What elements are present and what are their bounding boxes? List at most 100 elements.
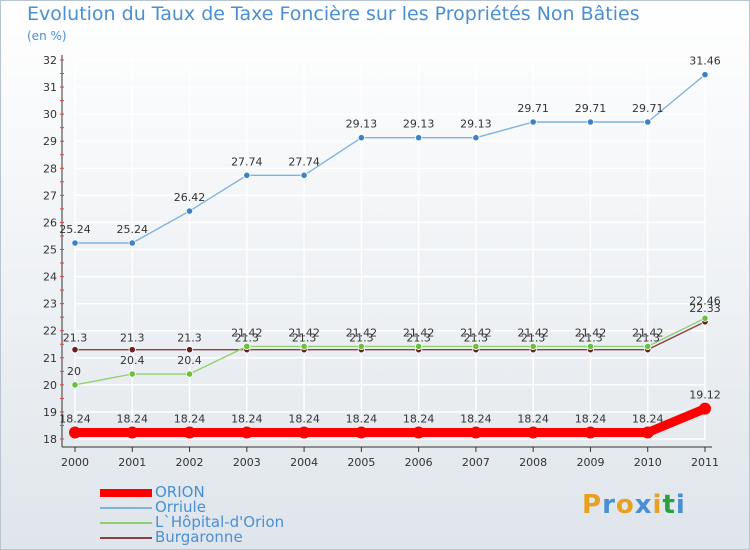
legend-item-orion: ORION bbox=[100, 485, 284, 500]
data-label-orion: 18.24 bbox=[346, 413, 378, 426]
series-line-orriule bbox=[74, 73, 706, 244]
data-label-orriule: 29.71 bbox=[632, 102, 664, 115]
data-label-l-h-pital-d-orion: 21.42 bbox=[403, 326, 435, 339]
legend-item-burgaronne: Burgaronne bbox=[100, 530, 284, 545]
data-point-orriule bbox=[71, 239, 79, 247]
x-tick-label: 2010 bbox=[634, 456, 662, 469]
y-tick-label: 26 bbox=[43, 216, 57, 229]
data-point-orriule bbox=[472, 134, 480, 142]
data-label-orion: 18.24 bbox=[288, 413, 320, 426]
data-label-l-h-pital-d-orion: 20.4 bbox=[177, 354, 202, 367]
labels-layer: 18.24 18.24 18.24 18.24 18.24 18.24 18.24 18.24… bbox=[59, 55, 721, 426]
data-label-orriule: 29.13 bbox=[403, 118, 435, 131]
data-label-orriule: 27.74 bbox=[288, 155, 320, 168]
y-tick-label: 21 bbox=[43, 352, 57, 365]
series-line-l-h-pital-d-orion bbox=[74, 317, 706, 386]
data-label-orriule: 25.24 bbox=[117, 223, 149, 236]
x-tick-label: 2009 bbox=[576, 456, 604, 469]
data-point-burgaronne bbox=[128, 346, 136, 354]
legend-swatch-burgaronne bbox=[100, 536, 152, 539]
data-point-orriule bbox=[415, 134, 423, 142]
data-label-orion: 18.24 bbox=[517, 413, 549, 426]
data-point-l-h-pital-d-orion bbox=[71, 381, 79, 389]
legend-label-burgaronne: Burgaronne bbox=[155, 528, 243, 546]
data-point-l-h-pital-d-orion bbox=[529, 342, 537, 351]
data-label-orriule: 27.74 bbox=[231, 155, 263, 168]
grid bbox=[74, 59, 706, 440]
x-tick-label: 2005 bbox=[347, 456, 375, 469]
legend-item-orriule: Orriule bbox=[100, 500, 284, 515]
data-point-orion bbox=[641, 426, 654, 439]
data-label-orion: 18.24 bbox=[632, 413, 664, 426]
legend-swatch-orion bbox=[100, 488, 152, 497]
data-point-burgaronne bbox=[71, 346, 79, 354]
legend-label-orriule: Orriule bbox=[155, 498, 206, 516]
chart-title: Evolution du Taux de Taxe Foncière sur l… bbox=[27, 3, 640, 25]
axes: 18 19 20 21 22 23 24 25 26 27 28 29 30 31 32 2000 2001 20… bbox=[43, 54, 719, 469]
data-label-burgaronne: 21.3 bbox=[63, 332, 88, 345]
series-layer bbox=[69, 71, 711, 439]
data-label-orriule: 29.13 bbox=[460, 118, 492, 131]
series-line-burgaronne bbox=[74, 321, 706, 351]
x-tick-label: 2002 bbox=[176, 456, 204, 469]
data-point-orriule bbox=[128, 239, 136, 247]
data-label-l-h-pital-d-orion: 21.42 bbox=[517, 326, 549, 339]
data-label-orriule: 29.13 bbox=[346, 118, 378, 131]
data-label-burgaronne: 21.3 bbox=[235, 332, 260, 345]
data-point-orriule bbox=[586, 118, 595, 126]
data-point-l-h-pital-d-orion bbox=[701, 314, 709, 322]
y-tick-label: 25 bbox=[43, 244, 57, 257]
data-point-orion bbox=[298, 426, 311, 439]
data-point-orion bbox=[527, 426, 540, 439]
data-label-burgaronne: 21.3 bbox=[292, 332, 317, 345]
legend-item-l-h-pital-d-orion: L`Hôpital-d'Orion bbox=[100, 515, 284, 530]
data-point-l-h-pital-d-orion bbox=[415, 342, 423, 351]
legend-label-l-h-pital-d-orion: L`Hôpital-d'Orion bbox=[155, 513, 285, 531]
proxiti-logo: Proxiti bbox=[582, 490, 686, 520]
y-tick-label: 22 bbox=[43, 325, 57, 338]
legend-label-orion: ORION bbox=[155, 483, 205, 501]
data-point-orion bbox=[469, 426, 482, 439]
data-label-orion: 18.24 bbox=[403, 413, 435, 426]
data-label-burgaronne: 21.3 bbox=[578, 332, 603, 345]
legend-swatch-orriule bbox=[100, 506, 152, 509]
data-label-burgaronne: 21.3 bbox=[349, 332, 374, 345]
data-point-orion bbox=[584, 426, 597, 439]
y-tick-label: 23 bbox=[43, 298, 57, 311]
y-tick-label: 27 bbox=[43, 189, 57, 202]
data-label-orriule: 29.71 bbox=[575, 102, 607, 115]
data-label-orion: 18.24 bbox=[59, 413, 91, 426]
data-point-orriule bbox=[701, 71, 709, 79]
data-point-orriule bbox=[529, 118, 537, 126]
y-tick-label: 18 bbox=[43, 433, 57, 446]
data-label-orion: 18.24 bbox=[174, 413, 206, 426]
data-point-orriule bbox=[300, 171, 308, 179]
data-point-l-h-pital-d-orion bbox=[644, 342, 652, 351]
data-point-orion bbox=[240, 426, 253, 439]
data-label-orion: 18.24 bbox=[117, 413, 149, 426]
y-tick-label: 28 bbox=[43, 162, 57, 175]
x-tick-label: 2008 bbox=[519, 456, 547, 469]
data-label-orriule: 29.71 bbox=[517, 102, 549, 115]
logo-letter: P bbox=[582, 490, 603, 520]
data-label-l-h-pital-d-orion: 21.42 bbox=[346, 326, 378, 339]
legend-swatch-l-h-pital-d-orion bbox=[100, 521, 152, 524]
x-tick-label: 2007 bbox=[462, 456, 490, 469]
y-tick-label: 29 bbox=[43, 135, 57, 148]
y-tick-label: 20 bbox=[43, 379, 57, 392]
data-label-burgaronne: 21.3 bbox=[406, 332, 431, 345]
data-label-orriule: 25.24 bbox=[59, 223, 91, 236]
data-point-l-h-pital-d-orion bbox=[300, 342, 308, 351]
data-point-orriule bbox=[243, 171, 251, 179]
x-tick-label: 2003 bbox=[233, 456, 261, 469]
data-label-burgaronne: 21.3 bbox=[521, 332, 546, 345]
data-point-orion bbox=[699, 402, 711, 415]
data-label-l-h-pital-d-orion: 20.4 bbox=[120, 354, 145, 367]
x-tick-label: 2011 bbox=[691, 456, 719, 469]
data-point-orion bbox=[69, 426, 81, 439]
data-label-l-h-pital-d-orion: 21.42 bbox=[460, 326, 492, 339]
data-label-orion: 19.12 bbox=[689, 389, 721, 402]
y-tick-label: 24 bbox=[43, 271, 57, 284]
data-label-l-h-pital-d-orion: 21.42 bbox=[632, 326, 664, 339]
y-tick-label: 31 bbox=[43, 81, 57, 94]
